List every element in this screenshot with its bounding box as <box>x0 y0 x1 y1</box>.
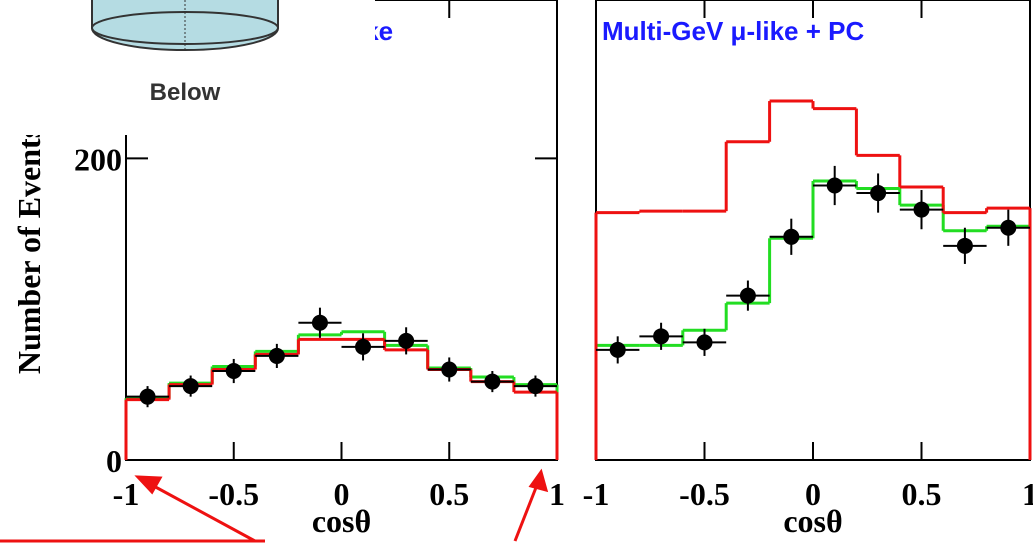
x-tick-label: 1 <box>549 476 565 512</box>
x-tick-label: 1 <box>1022 476 1033 512</box>
data-point <box>225 363 242 380</box>
y-tick-label: 0 <box>106 443 122 479</box>
data-point <box>956 237 973 254</box>
data-point <box>696 334 713 351</box>
data-point <box>355 338 372 355</box>
data-point <box>913 201 930 218</box>
x-tick-label: -1 <box>583 476 610 512</box>
x-axis-label: cosθ <box>312 503 371 539</box>
x-tick-label: 0 <box>334 476 350 512</box>
x-tick-label: 0.5 <box>429 476 469 512</box>
inset-label: Below <box>150 79 221 106</box>
x-tick-label: -1 <box>113 476 140 512</box>
annotation <box>0 468 549 543</box>
data-point <box>870 185 887 202</box>
data-point <box>398 332 415 349</box>
arrow <box>149 482 256 543</box>
data-point <box>527 378 544 395</box>
data-point <box>441 361 458 378</box>
chart-title: Multi-GeV μ-like + PC <box>602 16 864 46</box>
data-point <box>1000 219 1017 236</box>
data-point <box>139 388 156 405</box>
data-point <box>653 328 670 345</box>
x-tick-label: 0 <box>805 476 821 512</box>
x-tick-label: 0.5 <box>902 476 942 512</box>
data-point <box>484 373 501 390</box>
arrow-head <box>528 468 549 493</box>
data-point <box>783 228 800 245</box>
data-point <box>826 177 843 194</box>
data-point <box>311 314 328 331</box>
x-tick-label: -0.5 <box>679 476 730 512</box>
x-tick-label: -0.5 <box>208 476 259 512</box>
arrow <box>513 484 539 542</box>
data-point <box>268 347 285 364</box>
inset: Below <box>0 0 375 135</box>
data-point <box>609 341 626 358</box>
arrow-head <box>134 475 163 495</box>
data-point <box>739 287 756 304</box>
y-axis-label: Number of Events <box>11 126 47 374</box>
y-tick-label: 200 <box>74 141 122 177</box>
data-point <box>182 378 199 395</box>
x-axis-label: cosθ <box>783 503 842 539</box>
